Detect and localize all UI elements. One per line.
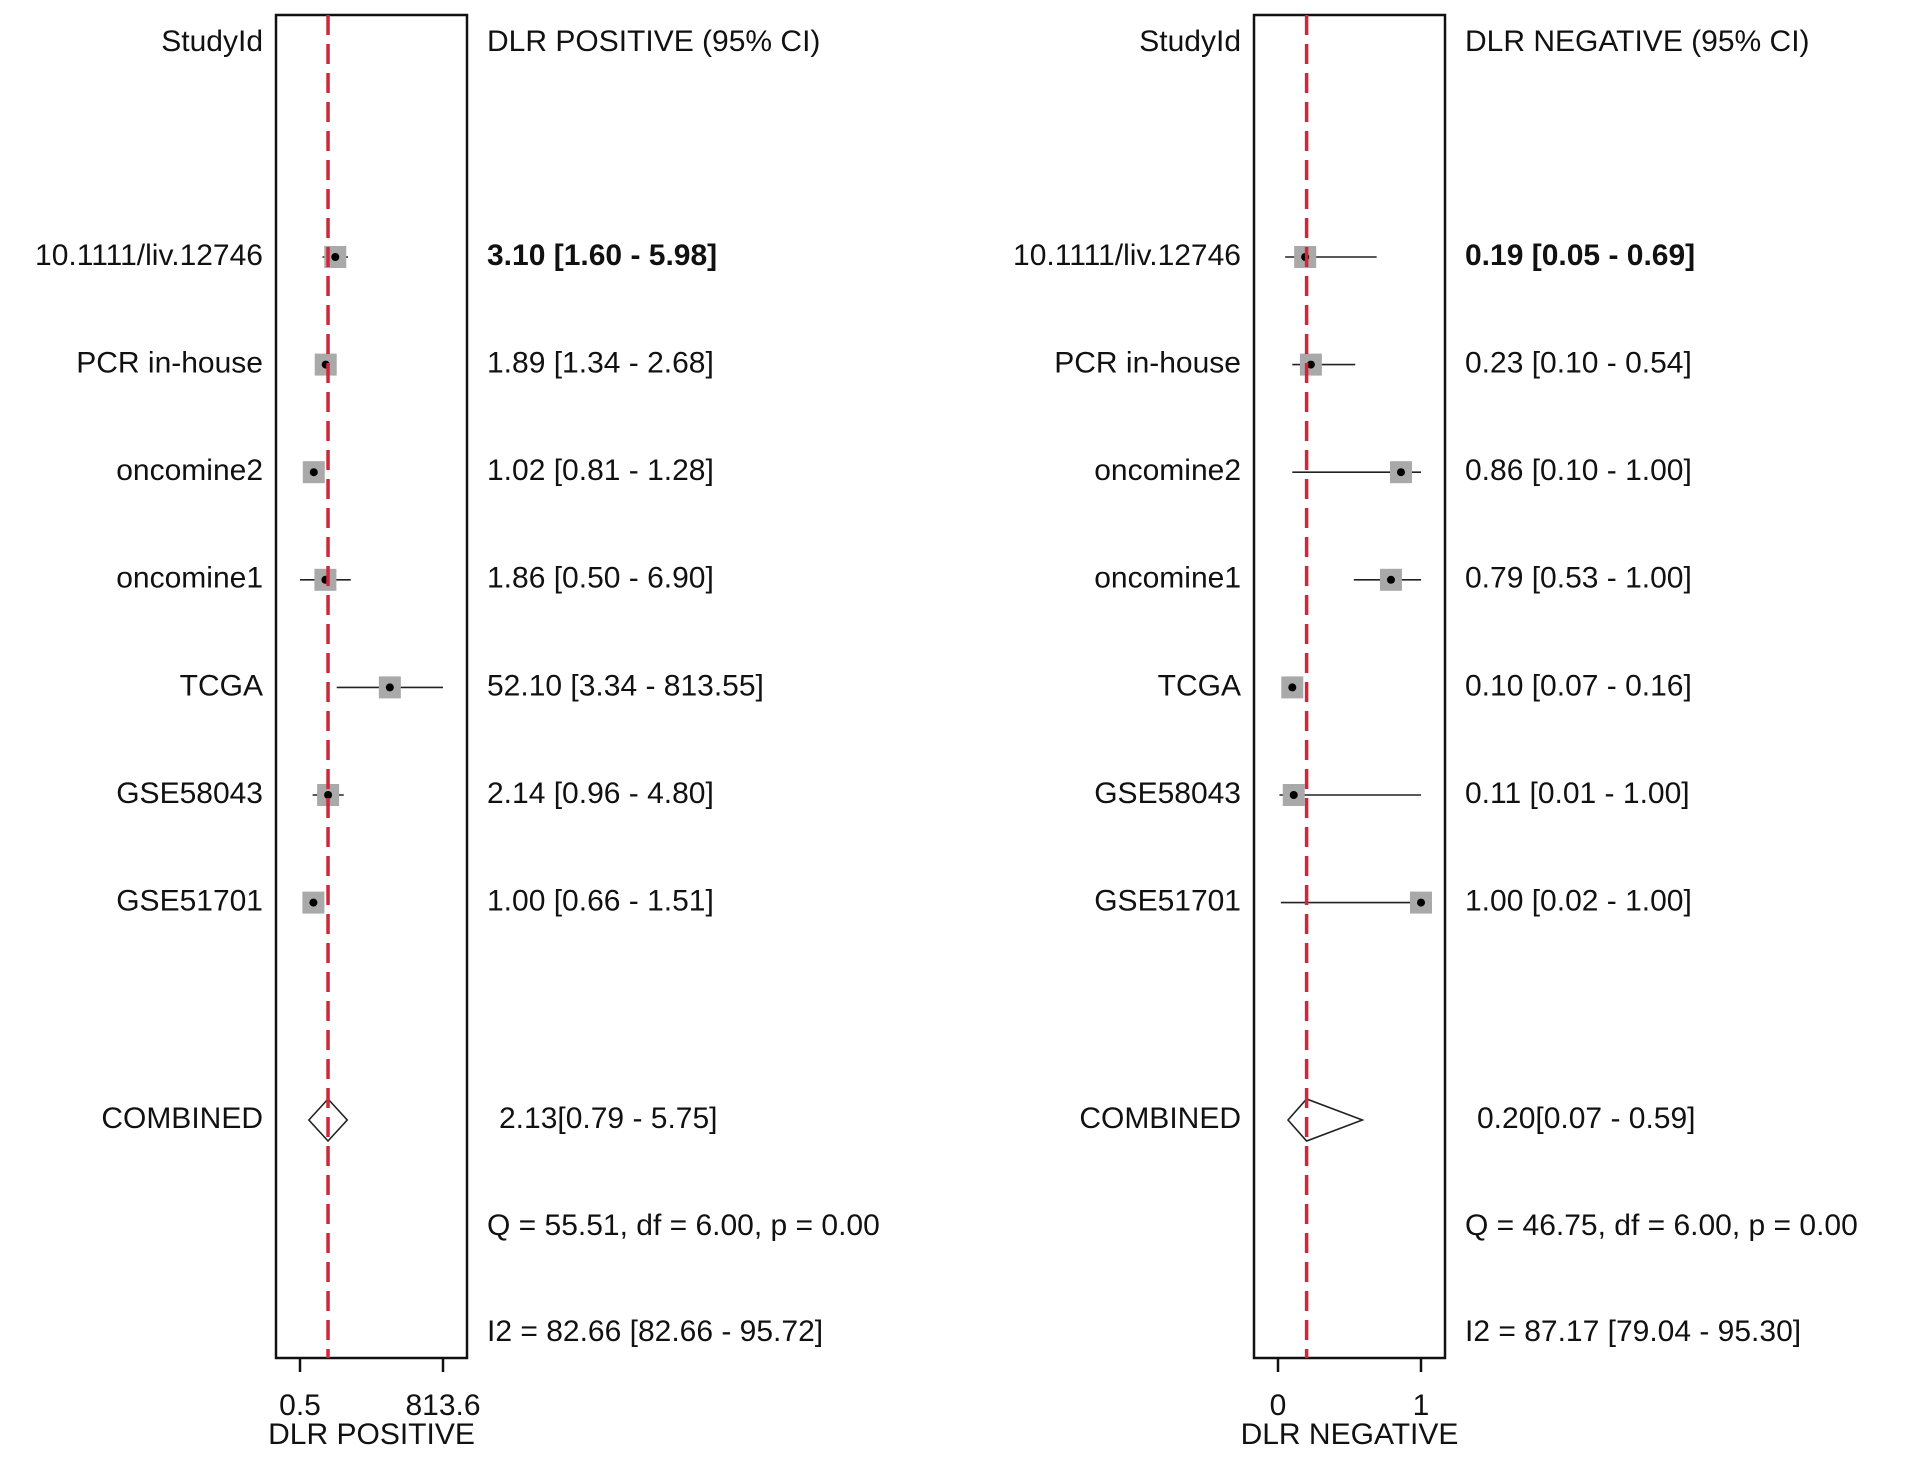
estimate-label: 0.10 [0.07 - 0.16] <box>1465 669 1692 702</box>
combined-estimate: 0.20[0.07 - 0.59] <box>1477 1102 1696 1135</box>
estimate-label: 3.10 [1.60 - 5.98] <box>487 239 717 272</box>
study-label: PCR in-house <box>76 347 263 380</box>
study-label: oncomine2 <box>116 454 263 487</box>
estimate-label: 0.79 [0.53 - 1.00] <box>1465 562 1692 595</box>
estimate-label: 1.00 [0.66 - 1.51] <box>487 885 714 918</box>
i2-stat: I2 = 82.66 [82.66 - 95.72] <box>487 1315 823 1348</box>
point-dot <box>1386 575 1395 584</box>
study-label: TCGA <box>1158 669 1241 702</box>
study-label: GSE58043 <box>1094 777 1241 810</box>
estimate-label: 0.11 [0.01 - 1.00] <box>1465 777 1690 810</box>
plot-frame <box>274 13 469 1360</box>
study-label: PCR in-house <box>1054 347 1241 380</box>
x-tick-label: 0.5 <box>279 1389 321 1422</box>
combined-label: COMBINED <box>1079 1102 1241 1135</box>
x-tick-label: 0 <box>1270 1389 1287 1422</box>
heterogeneity: Q = 46.75, df = 6.00, p = 0.00 <box>1465 1209 1858 1242</box>
point-dot <box>324 791 333 799</box>
study-label: 10.1111/liv.12746 <box>35 239 263 272</box>
estimate-header: DLR POSITIVE (95% CI) <box>487 25 820 58</box>
estimate-label: 0.86 [0.10 - 1.00] <box>1465 454 1692 487</box>
study-header: StudyId <box>161 25 263 58</box>
point-dot <box>309 898 318 907</box>
x-tick-label: 1 <box>1413 1389 1430 1422</box>
study-label: GSE51701 <box>1094 885 1241 918</box>
point-dot <box>331 253 340 261</box>
study-label: 10.1111/liv.12746 <box>1013 239 1241 272</box>
point-dot <box>1289 791 1298 799</box>
point-dot <box>385 683 394 692</box>
point-dot <box>309 468 318 477</box>
study-label: GSE51701 <box>116 885 263 918</box>
plot-frame <box>1252 13 1447 1360</box>
point-dot <box>1396 468 1405 477</box>
estimate-label: 1.86 [0.50 - 6.90] <box>487 562 714 595</box>
x-axis-label: DLR NEGATIVE <box>1241 1418 1459 1451</box>
study-label: oncomine2 <box>1094 454 1241 487</box>
estimate-label: 0.19 [0.05 - 0.69] <box>1465 239 1695 272</box>
study-label: oncomine1 <box>1094 562 1241 595</box>
study-label: oncomine1 <box>116 562 263 595</box>
estimate-label: 1.02 [0.81 - 1.28] <box>487 454 714 487</box>
study-header: StudyId <box>1139 25 1241 58</box>
estimate-label: 1.89 [1.34 - 2.68] <box>487 347 714 380</box>
point-dot <box>1417 898 1425 907</box>
estimate-label: 0.23 [0.10 - 0.54] <box>1465 347 1692 380</box>
point-dot <box>1306 360 1315 369</box>
study-label: GSE58043 <box>116 777 263 810</box>
estimate-label: 2.14 [0.96 - 4.80] <box>487 777 714 810</box>
estimate-label: 52.10 [3.34 - 813.55] <box>487 669 764 702</box>
estimate-header: DLR NEGATIVE (95% CI) <box>1465 25 1810 58</box>
estimate-label: 1.00 [0.02 - 1.00] <box>1465 885 1692 918</box>
point-dot <box>1288 683 1297 692</box>
x-tick-label: 813.6 <box>405 1389 480 1422</box>
x-axis-label: DLR POSITIVE <box>268 1418 475 1451</box>
heterogeneity: Q = 55.51, df = 6.00, p = 0.00 <box>487 1209 880 1242</box>
i2-stat: I2 = 87.17 [79.04 - 95.30] <box>1465 1315 1801 1348</box>
combined-label: COMBINED <box>101 1102 263 1135</box>
study-label: TCGA <box>180 669 263 702</box>
combined-estimate: 2.13[0.79 - 5.75] <box>499 1102 718 1135</box>
combined-diamond <box>1286 1098 1365 1142</box>
